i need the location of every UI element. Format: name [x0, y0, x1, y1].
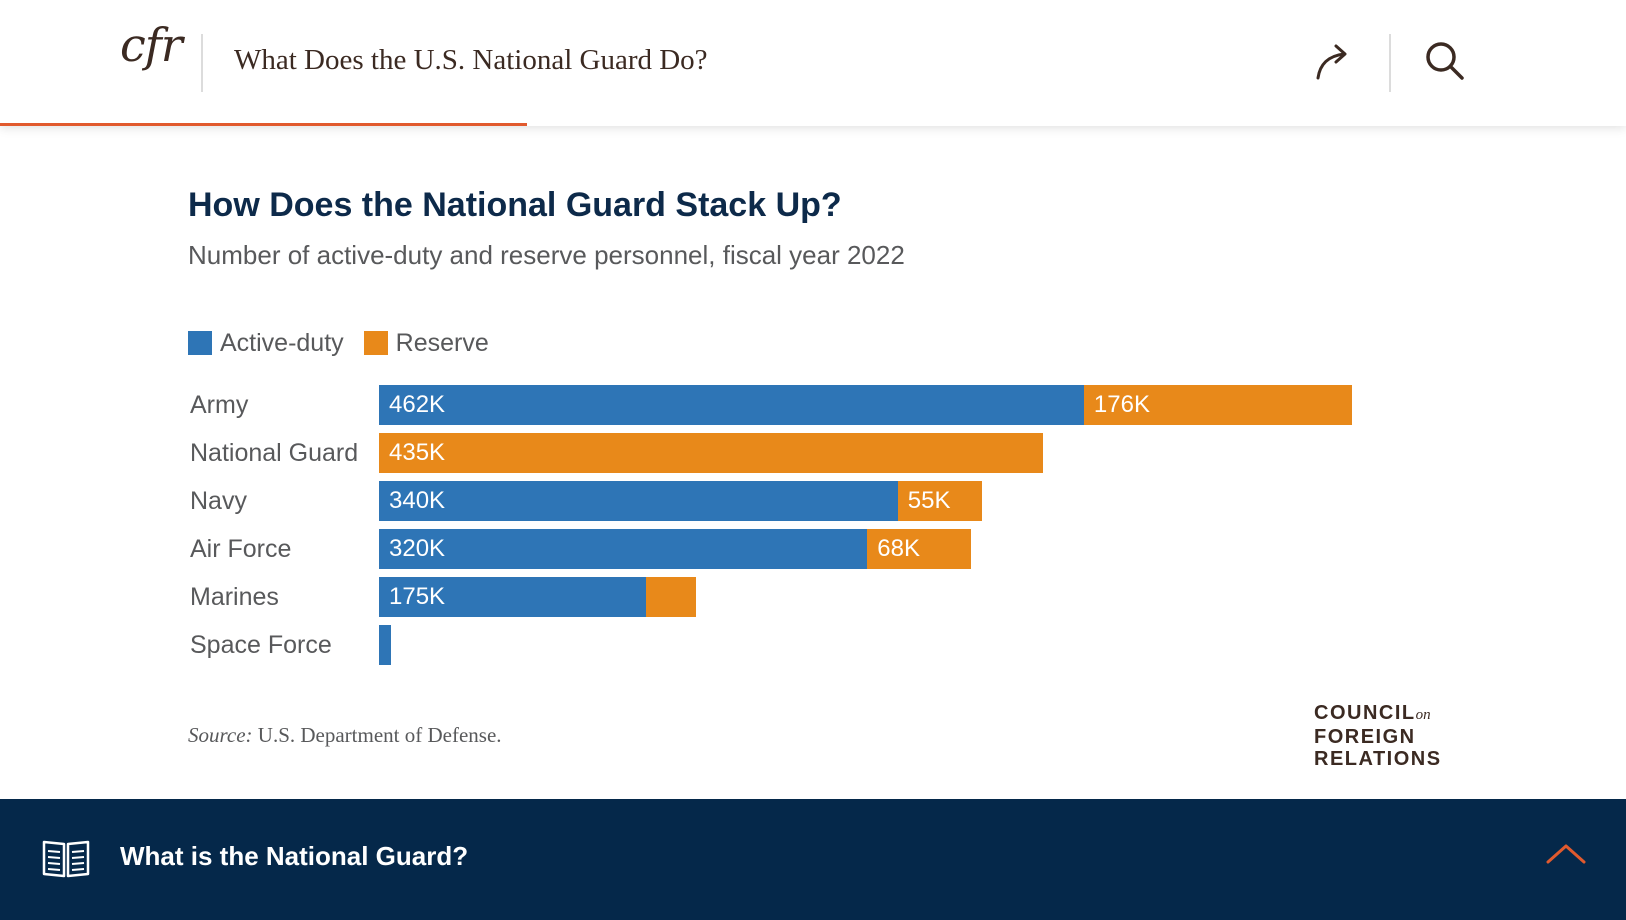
header-divider [201, 34, 203, 92]
cfr-logo[interactable]: cfr [120, 18, 183, 72]
category-label-air-force: Air Force [190, 535, 292, 563]
category-label-national-guard: National Guard [190, 439, 359, 467]
category-label-space-force: Space Force [190, 631, 332, 659]
category-label-army: Army [190, 391, 249, 419]
data-label-reserve-national-guard: 435K [389, 439, 446, 466]
legend-label-active-duty: Active-duty [220, 328, 344, 357]
data-label-reserve-army: 176K [1093, 391, 1150, 418]
source-text: U.S. Department of Defense. [257, 723, 502, 747]
source-label: Source: [188, 723, 253, 747]
bar-reserve-navy [897, 481, 982, 521]
data-label-active-duty-army: 462K [389, 391, 446, 418]
category-label-navy: Navy [190, 487, 247, 515]
bar-active-duty-navy [379, 481, 898, 521]
legend-label-reserve: Reserve [395, 328, 489, 357]
open-book-icon [42, 840, 90, 878]
search-icon[interactable] [1422, 38, 1468, 84]
bar-active-duty-space-force [379, 625, 392, 665]
bar-reserve-national-guard [379, 433, 1043, 473]
cfr-wordmark: COUNCILon FOREIGN RELATIONS [1314, 702, 1444, 770]
legend-swatch-reserve [363, 331, 388, 355]
bar-active-duty-marines [379, 577, 646, 617]
bar-active-duty-air-force [379, 529, 868, 569]
legend-swatch-active-duty [188, 331, 212, 355]
chevron-up-icon[interactable] [1544, 840, 1588, 866]
header-divider-right [1389, 34, 1391, 92]
data-label-active-duty-air-force: 320K [389, 535, 446, 562]
legend-item-active-duty: Active-duty [188, 329, 344, 358]
page-title: What Does the U.S. National Guard Do? [234, 44, 708, 76]
brand-line-council: COUNCILon [1314, 702, 1444, 726]
bar-reserve-marines [646, 577, 697, 617]
reading-progress-bar [0, 123, 527, 126]
legend-item-reserve: Reserve [363, 328, 489, 358]
brand-word-council: COUNCIL [1314, 702, 1416, 724]
data-label-reserve-air-force: 68K [877, 535, 920, 562]
chart-title: How Does the National Guard Stack Up? [188, 186, 842, 224]
data-label-reserve-navy: 55K [907, 487, 951, 514]
footer-title[interactable]: What is the National Guard? [120, 841, 469, 871]
bar-reserve-army [1083, 385, 1353, 425]
site-header: cfr What Does the U.S. National Guard Do… [0, 0, 1626, 126]
explainer-footer-bar[interactable] [0, 799, 1626, 920]
brand-word-relations: RELATIONS [1314, 748, 1442, 770]
bar-reserve-air-force [867, 529, 971, 569]
brand-word-foreign: FOREIGN [1314, 726, 1416, 748]
chart-source: Source: U.S. Department of Defense. [188, 723, 502, 748]
data-label-active-duty-navy: 340K [389, 487, 446, 514]
brand-word-on: on [1415, 707, 1431, 723]
category-label-marines: Marines [190, 583, 279, 611]
data-label-active-duty-marines: 175K [389, 583, 446, 610]
share-arrow-icon[interactable] [1310, 40, 1356, 86]
chart-subtitle: Number of active-duty and reserve person… [188, 240, 905, 270]
chart-legend: Active-duty Reserve [188, 328, 509, 358]
bar-active-duty-army [379, 385, 1084, 425]
